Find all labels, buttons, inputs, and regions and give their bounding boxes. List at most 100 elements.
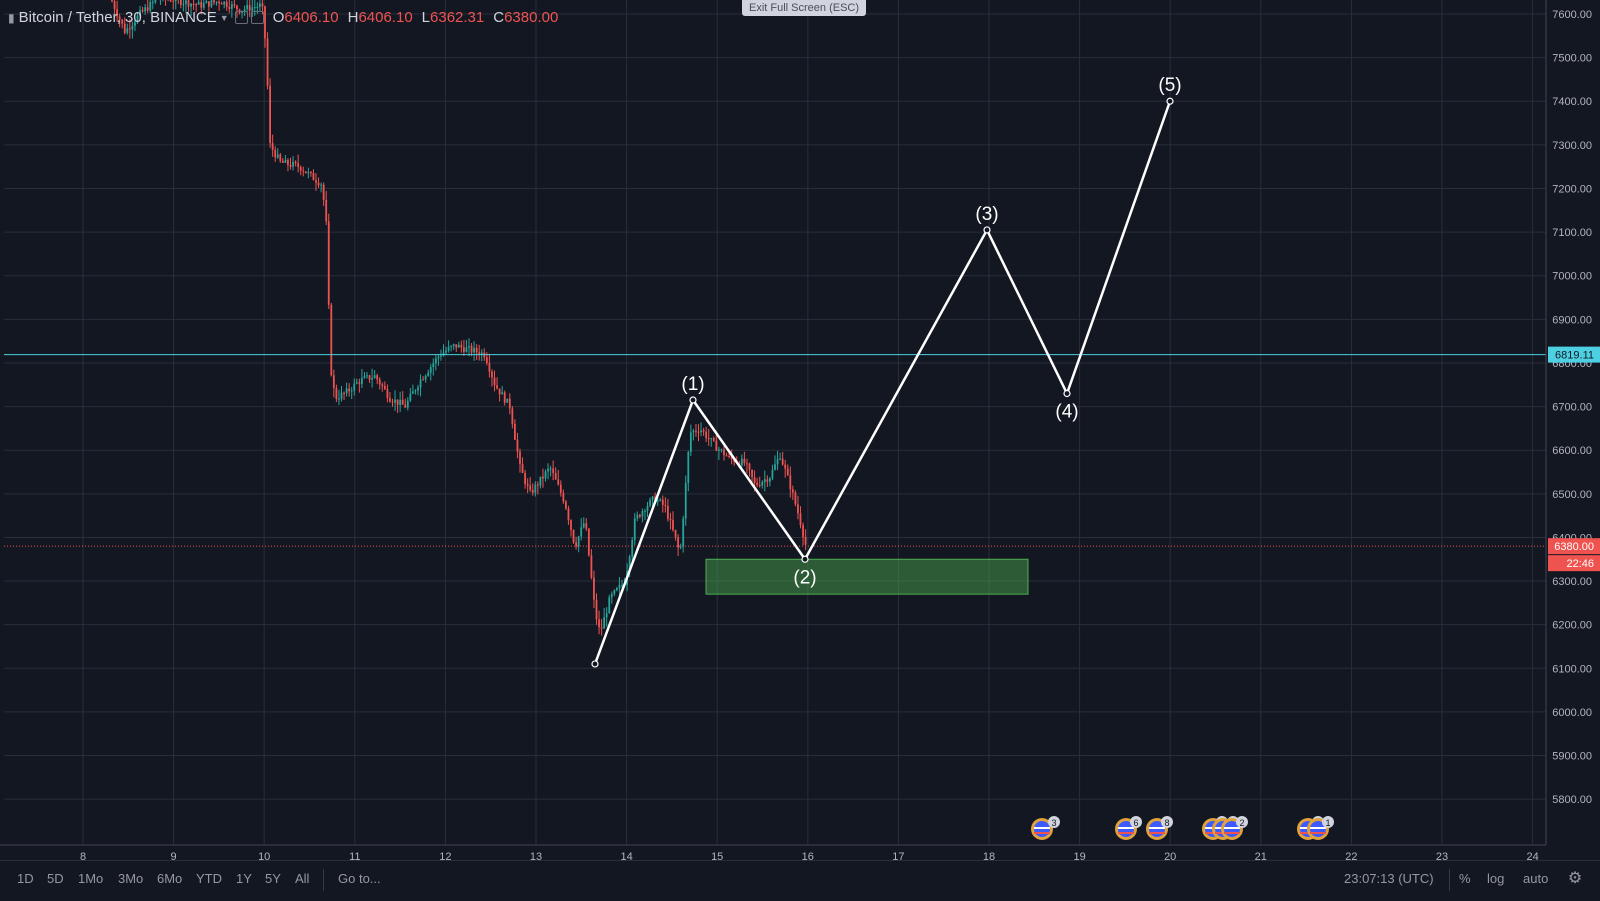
candle-body <box>463 347 465 352</box>
auto-toggle[interactable]: auto <box>1523 871 1549 886</box>
candle-body <box>139 10 141 16</box>
high-label: H <box>347 9 359 26</box>
candle-body <box>266 38 269 86</box>
candle-body <box>251 7 254 11</box>
candle-body <box>791 489 794 493</box>
candle-body <box>376 375 379 380</box>
candle-body <box>437 356 440 359</box>
candle-body <box>327 221 330 305</box>
hline-price-label-bg <box>1548 346 1600 363</box>
candle-body <box>131 25 134 30</box>
candle-body <box>542 476 544 479</box>
toolbar-divider <box>323 869 324 891</box>
candle-body <box>274 149 277 158</box>
range-1d[interactable]: 1D <box>17 871 34 886</box>
goto-button[interactable]: Go to... <box>338 871 381 886</box>
candle-body <box>350 390 353 392</box>
chart-grid <box>4 0 1546 845</box>
close-value: 6380.00 <box>504 9 559 26</box>
support-zone-rectangle[interactable] <box>705 558 1029 595</box>
candle-body <box>299 166 302 171</box>
chevron-down-icon[interactable]: ▼ <box>219 12 229 23</box>
candle-body <box>269 85 271 144</box>
range-1mo[interactable]: 1Mo <box>78 871 104 886</box>
event-flag-marker[interactable]: 1 <box>1307 816 1334 840</box>
candle-body <box>514 423 516 440</box>
candle-body <box>424 375 427 380</box>
candle-body <box>276 154 279 158</box>
candle-body <box>315 180 317 183</box>
utc-clock[interactable]: 23:07:13 (UTC) <box>1344 871 1434 886</box>
candle-body <box>373 375 376 379</box>
candle-body <box>302 170 305 172</box>
candle-body <box>526 483 529 486</box>
candle-body <box>539 476 542 486</box>
range-ytd[interactable]: YTD <box>196 871 222 886</box>
event-flag-marker[interactable]: 8 <box>1146 816 1173 840</box>
candle-body <box>544 471 547 479</box>
toolbar-divider <box>1449 869 1450 891</box>
candle-body <box>338 398 340 400</box>
candle-body <box>116 9 118 17</box>
candle-body <box>723 449 725 456</box>
candle-body <box>141 10 144 12</box>
candle-body <box>679 546 682 548</box>
candle-body <box>445 350 447 353</box>
range-3mo[interactable]: 3Mo <box>118 871 144 886</box>
event-flag-marker[interactable]: 6 <box>1115 816 1142 840</box>
wave-point-handle[interactable] <box>1063 389 1071 398</box>
candle-body <box>182 3 185 5</box>
candle-body <box>363 376 366 378</box>
wave-point-handle[interactable] <box>801 555 809 563</box>
elliott-wave-drawing[interactable] <box>593 100 1172 665</box>
candle-body <box>366 375 368 377</box>
wave-point-handle[interactable] <box>983 226 991 234</box>
candle-body <box>195 4 198 6</box>
candle-body <box>480 352 483 356</box>
candle-body <box>419 379 422 388</box>
candle-body <box>661 499 664 505</box>
candle-body <box>603 617 606 629</box>
candle-body <box>383 386 386 390</box>
open-value: 6406.10 <box>284 9 339 26</box>
candle-body <box>705 431 708 439</box>
candle-body <box>529 485 532 490</box>
wave-point-handle[interactable] <box>1166 97 1174 105</box>
candle-body <box>493 377 496 386</box>
candle-body <box>409 393 412 401</box>
exit-fullscreen-button[interactable]: Exit Full Screen (ESC) <box>742 0 866 16</box>
eye-icon[interactable] <box>234 11 248 24</box>
symbol-title[interactable]: Bitcoin / Tether, 30, BINANCE <box>18 9 217 26</box>
candle-body <box>215 1 218 3</box>
range-6mo[interactable]: 6Mo <box>157 871 183 886</box>
wave-point-handle[interactable] <box>591 660 599 668</box>
candle-body <box>547 468 549 472</box>
settings-icon[interactable] <box>250 11 264 24</box>
candle-body <box>636 514 639 519</box>
candle-body <box>600 627 603 629</box>
candle-body <box>557 479 560 485</box>
candle-body <box>248 5 251 11</box>
wave-point-handle[interactable] <box>689 396 697 404</box>
candle-body <box>682 518 685 547</box>
event-flag-marker[interactable]: 3 <box>1031 816 1060 840</box>
gear-icon[interactable]: ⚙ <box>1567 870 1583 887</box>
event-count: 1 <box>1325 818 1330 828</box>
candle-body <box>185 0 187 4</box>
event-flag-marker[interactable]: 2 <box>1221 816 1248 840</box>
log-toggle[interactable]: log <box>1487 871 1505 886</box>
candle-body <box>758 485 761 487</box>
candle-body <box>656 499 659 502</box>
candle-body <box>491 371 493 378</box>
range-5d[interactable]: 5D <box>47 871 64 886</box>
range-all[interactable]: All <box>295 871 310 886</box>
percent-toggle[interactable]: % <box>1459 871 1471 886</box>
range-5y[interactable]: 5Y <box>265 871 281 886</box>
candle-body <box>511 408 514 424</box>
candle-body <box>804 537 807 545</box>
candle-body <box>575 542 577 547</box>
candle-body <box>289 164 292 167</box>
range-1y[interactable]: 1Y <box>236 871 252 886</box>
candle-body <box>669 518 672 521</box>
